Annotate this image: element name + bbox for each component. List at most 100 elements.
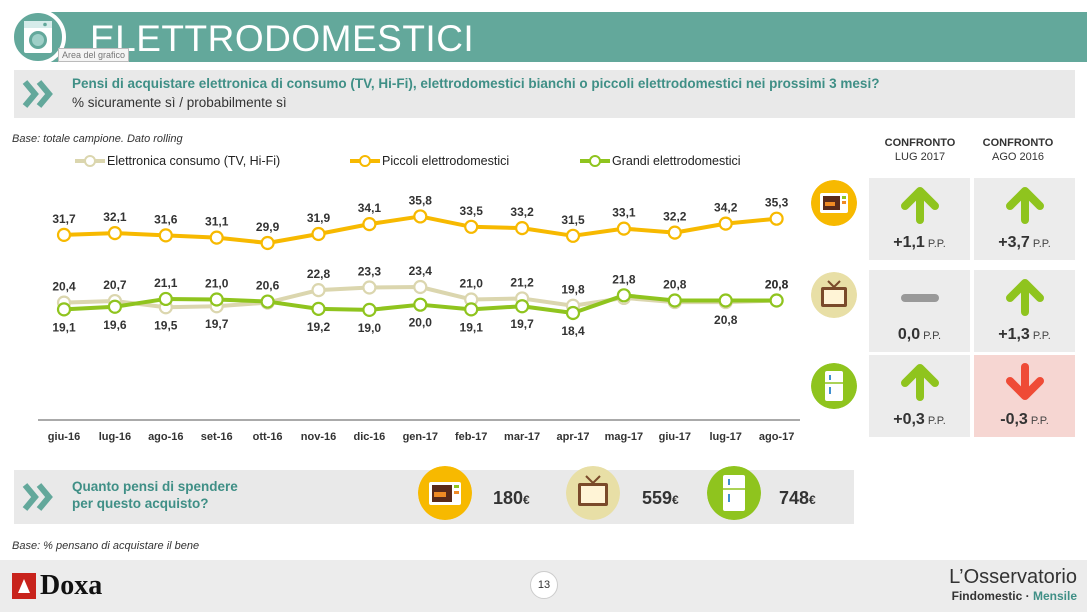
page-number: 13	[530, 571, 558, 599]
data-label-small: 31,9	[307, 211, 331, 225]
base-note-top: Base: totale campione. Dato rolling	[12, 133, 183, 145]
x-tick-label: set-16	[201, 431, 233, 443]
data-label-small: 34,2	[714, 201, 738, 215]
observatory-title: L’Osservatorio	[949, 566, 1077, 588]
data-label-large: 21,8	[612, 272, 636, 286]
spend-value-tv: 559€	[642, 488, 679, 509]
data-point-small	[260, 235, 275, 251]
data-label-electronics: 19,5	[154, 318, 178, 332]
comparison-value: 0,0 P.P.	[869, 326, 970, 344]
data-point-large	[107, 299, 123, 314]
data-point-small	[718, 216, 733, 231]
data-label-large: 21,0	[205, 276, 229, 290]
data-label-large: 19,0	[358, 321, 382, 335]
data-label-electronics: 21,2	[510, 275, 534, 289]
data-label-large: 21,1	[154, 276, 178, 290]
observatory-separator: ·	[1022, 589, 1033, 603]
observatory-brand: Findomestic	[951, 589, 1023, 603]
tv-icon	[811, 272, 857, 318]
arrow-up-icon	[1006, 187, 1044, 224]
question-text: Pensi di acquistare elettronica di consu…	[72, 76, 880, 91]
comparison-value: -0,3 P.P.	[974, 411, 1075, 429]
data-label-small: 35,8	[409, 193, 433, 207]
line-chart: Elettronica consumo (TV, Hi-Fi) Piccoli e…	[38, 154, 800, 443]
x-tick-label: lug-16	[99, 431, 131, 443]
spend-value-fridge: 748€	[779, 488, 816, 509]
x-tick-label: gen-17	[403, 431, 438, 443]
data-point-large	[718, 293, 733, 308]
data-point-large	[362, 302, 377, 317]
comparison-header-period: LUG 2017	[894, 151, 946, 163]
data-label-electronics: 21,0	[460, 276, 484, 290]
data-label-large: 19,6	[103, 318, 127, 332]
arrow-down-icon	[1006, 363, 1044, 400]
spend-value-microwave: 180€	[493, 488, 530, 509]
data-label-small: 33,1	[612, 206, 636, 220]
fridge-icon	[811, 363, 857, 409]
data-point-small	[413, 209, 428, 224]
doxa-logo-icon	[12, 573, 36, 599]
spend-amount: 748	[779, 488, 810, 508]
data-point-small	[362, 216, 377, 232]
data-label-small: 32,2	[663, 210, 687, 224]
legend-marker-small	[359, 155, 371, 167]
data-label-small: 31,1	[205, 215, 229, 229]
data-label-large: 18,4	[561, 324, 585, 338]
data-point-small	[107, 225, 123, 241]
data-point-electronics	[362, 280, 377, 295]
data-label-small: 33,5	[460, 204, 484, 218]
comparison-unit: P.P.	[1032, 238, 1051, 250]
x-tick-label: mar-17	[504, 431, 540, 443]
comparison-cell: +0,3 P.P.	[869, 355, 970, 437]
comparison-cell: +1,3 P.P.	[974, 270, 1075, 352]
data-label-electronics: 20,4	[52, 280, 76, 294]
data-point-small	[769, 211, 784, 226]
spend-question-line2: per questo acquisto?	[72, 496, 209, 511]
legend-label-large: Grandi elettrodomestici	[612, 154, 741, 168]
data-label-small: 31,7	[52, 212, 76, 226]
x-tick-label: ott-16	[253, 431, 283, 443]
microwave-icon	[418, 466, 472, 520]
comparison-header-period: AGO 2016	[992, 151, 1044, 163]
currency-symbol: €	[672, 493, 679, 507]
data-label-small: 33,2	[510, 205, 534, 219]
data-point-large	[413, 297, 428, 312]
data-label-small: 32,1	[103, 210, 127, 224]
comparison-unit: P.P.	[1032, 330, 1051, 342]
data-point-small	[464, 219, 479, 234]
comparison-value: +1,1 P.P.	[869, 234, 970, 252]
comparison-cell: +3,7 P.P.	[974, 178, 1075, 260]
observatory-frequency: Mensile	[1032, 589, 1077, 603]
comparison-number: +1,3	[998, 326, 1030, 343]
data-label-small: 34,1	[358, 201, 382, 215]
data-label-large: 19,2	[307, 320, 331, 334]
data-label-small: 29,9	[256, 220, 280, 234]
data-label-electronics: 22,8	[307, 267, 331, 281]
data-label-small: 35,3	[765, 196, 789, 210]
data-label-electronics: 19,8	[561, 283, 585, 297]
question-subtitle: % sicuramente sì / probabilmente sì	[72, 95, 287, 110]
data-label-electronics: 20,8	[714, 313, 738, 327]
data-point-large	[311, 301, 326, 316]
data-point-large	[56, 302, 72, 317]
currency-symbol: €	[809, 493, 816, 507]
x-tick-label: ago-17	[759, 431, 794, 443]
data-point-large	[158, 291, 173, 307]
comparison-unit: P.P.	[1030, 415, 1049, 427]
comparison-value: +0,3 P.P.	[869, 411, 970, 429]
data-label-small: 31,5	[561, 213, 585, 227]
spend-question: Quanto pensi di spendere per questo acqu…	[72, 478, 238, 512]
comparison-number: 0,0	[897, 326, 921, 343]
spend-amount: 559	[642, 488, 673, 508]
legend-label-electronics: Elettronica consumo (TV, Hi-Fi)	[107, 154, 280, 168]
data-label-small: 31,6	[154, 212, 178, 226]
data-label-electronics: 20,8	[765, 278, 789, 292]
double-chevron-icon	[22, 80, 53, 108]
comparison-unit: P.P.	[923, 330, 942, 342]
data-point-small	[514, 221, 530, 236]
chart-area-tag: Area del grafico	[58, 48, 130, 62]
comparison-header-label: CONFRONTO	[884, 137, 956, 149]
data-point-large	[514, 299, 530, 314]
x-tick-label: nov-16	[301, 431, 336, 443]
